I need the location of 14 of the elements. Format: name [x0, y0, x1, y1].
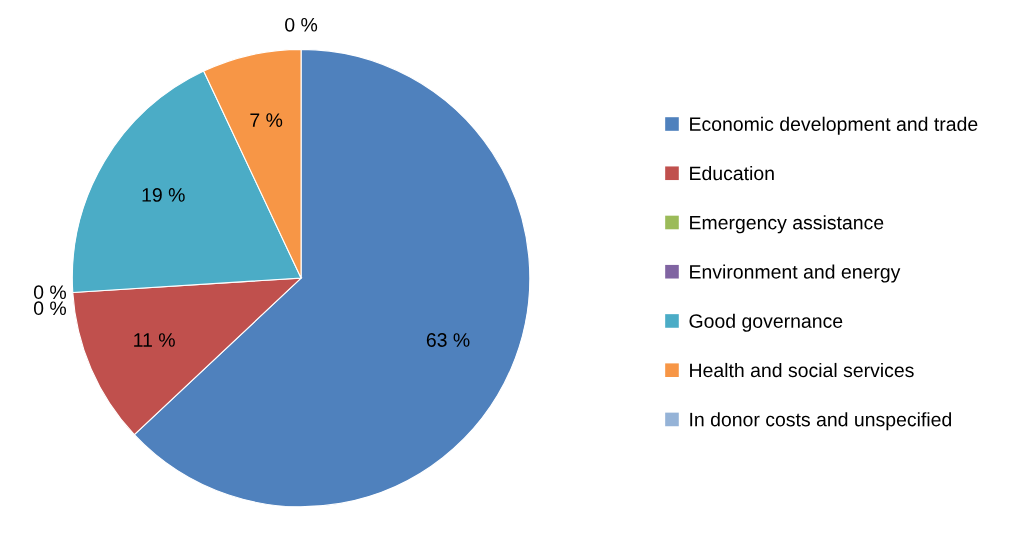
legend-label: Good governance [689, 313, 843, 332]
data-label: 11 % [134, 333, 175, 347]
legend-label: In donor costs and unspecified [690, 412, 952, 431]
text: 0 % [285, 17, 318, 32]
legend-label: Health and social services [690, 362, 914, 378]
legend-label: Economic development and trade [690, 116, 978, 135]
data-label: 7 % [250, 113, 283, 127]
data-label: 63 % [426, 333, 470, 347]
legend-label: Emergency assistance [690, 215, 884, 234]
legend-label: Education [690, 165, 774, 181]
legend-label: Environment and energy [690, 264, 901, 283]
text: 0 % [33, 285, 67, 300]
text: 0 % [33, 301, 67, 316]
data-label: 19 % [142, 188, 185, 202]
